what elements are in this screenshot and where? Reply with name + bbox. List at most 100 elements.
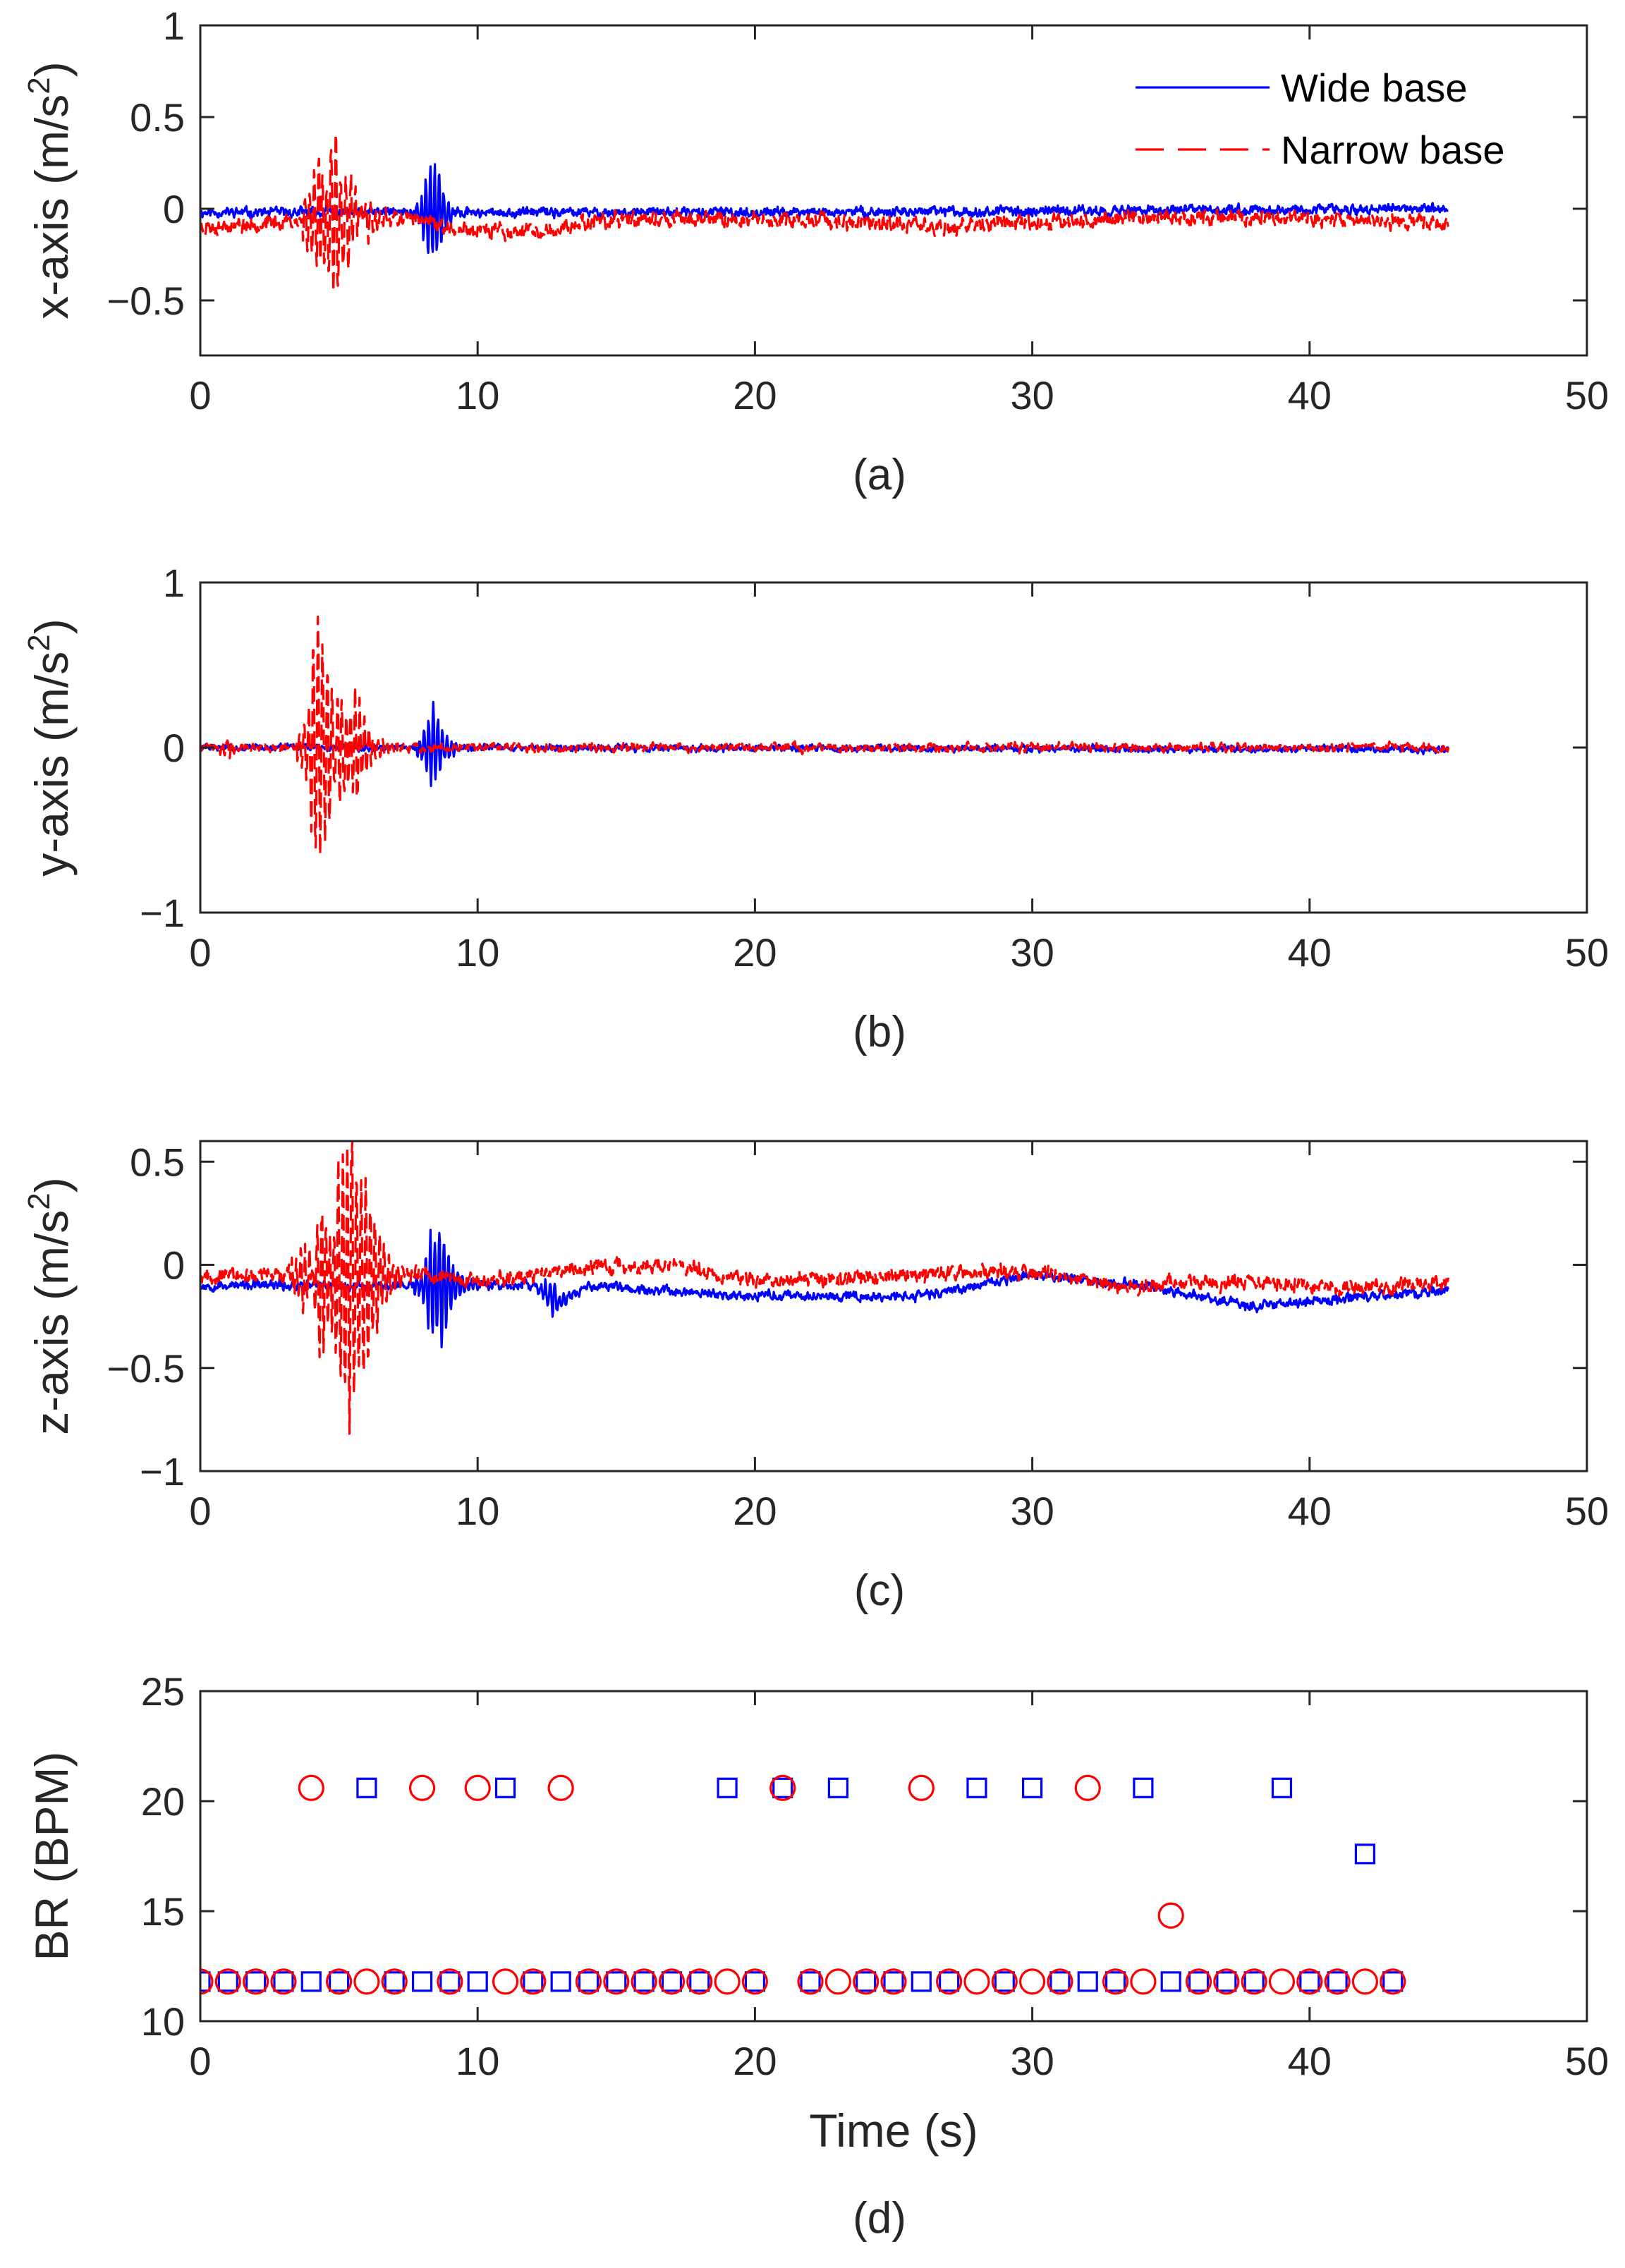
marker-narrow-base	[1047, 1968, 1073, 1995]
marker-wide-base	[689, 1971, 710, 1992]
y-tick-label: 1	[163, 4, 185, 48]
marker-wide-base	[717, 1777, 738, 1798]
marker-wide-base	[883, 1971, 904, 1992]
series-line-wide-base	[200, 1228, 1449, 1349]
marker-wide-base	[1104, 1971, 1126, 1992]
y-axis-label-text: z-axis (m/s	[25, 1210, 78, 1435]
y-tick-label: 1	[163, 561, 185, 605]
x-tick-label: 0	[189, 930, 211, 975]
series-line-narrow-base	[200, 132, 1449, 293]
x-tick-label: 30	[1010, 2039, 1054, 2083]
panel-label: (a)	[853, 451, 906, 499]
marker-wide-base	[1021, 1777, 1043, 1798]
marker-wide-base	[1382, 1971, 1404, 1992]
series-line-narrow-base	[200, 615, 1449, 856]
y-axis-label: BR (BPM)	[25, 1752, 78, 1961]
marker-narrow-base	[1018, 1968, 1046, 1995]
marker-narrow-base	[908, 1774, 935, 1801]
marker-wide-base	[411, 1971, 433, 1992]
marker-wide-base	[966, 1777, 987, 1798]
marker-narrow-base	[1324, 1968, 1351, 1995]
marker-narrow-base	[991, 1968, 1018, 1995]
x-tick-label: 20	[733, 1489, 777, 1533]
axes-box	[199, 1140, 1588, 1473]
y-axis-label-suffix: )	[25, 1177, 78, 1193]
y-tick-label: 25	[141, 1669, 185, 1714]
x-tick-label: 0	[189, 2039, 211, 2083]
marker-wide-base	[800, 1971, 821, 1992]
marker-narrow-base	[1213, 1968, 1240, 1995]
x-tick-label: 40	[1288, 373, 1332, 417]
x-tick-label: 40	[1288, 1489, 1332, 1533]
marker-narrow-base	[714, 1968, 741, 1995]
y-tick-label: −1	[140, 1449, 185, 1494]
marker-narrow-base	[1102, 1968, 1129, 1995]
marker-narrow-base	[1268, 1968, 1296, 1995]
y-tick-label: −1	[140, 891, 185, 935]
marker-narrow-base	[1351, 1968, 1379, 1995]
marker-narrow-base	[603, 1968, 630, 1995]
y-axis-label-text: x-axis (m/s	[25, 94, 78, 319]
x-tick-label: 20	[733, 373, 777, 417]
marker-wide-base	[439, 1971, 461, 1992]
x-tick-label: 50	[1565, 373, 1609, 417]
marker-wide-base	[300, 1971, 322, 1992]
marker-wide-base	[1216, 1971, 1237, 1992]
legend-label-narrow-base: Narrow base	[1281, 128, 1504, 172]
marker-narrow-base	[1130, 1968, 1157, 1995]
axes-box	[199, 1690, 1588, 2023]
panel-label: (d)	[853, 2194, 906, 2243]
marker-narrow-base	[381, 1968, 408, 1995]
y-tick-label: −0.5	[106, 1346, 185, 1391]
x-tick-label: 10	[456, 373, 499, 417]
marker-wide-base	[1354, 1843, 1376, 1865]
marker-wide-base	[1049, 1971, 1071, 1992]
plot-area	[200, 1141, 1587, 1471]
y-axis-label-suffix: )	[25, 618, 78, 634]
x-tick-label: 20	[733, 2039, 777, 2083]
marker-narrow-base	[1157, 1902, 1184, 1929]
x-tick-label: 40	[1288, 2039, 1332, 2083]
legend: Wide base Narrow base	[1136, 66, 1504, 172]
marker-narrow-base	[1185, 1968, 1212, 1995]
marker-narrow-base	[214, 1968, 241, 1995]
marker-narrow-base	[326, 1968, 353, 1995]
marker-wide-base	[1271, 1777, 1293, 1798]
marker-wide-base	[494, 1777, 516, 1798]
marker-narrow-base	[243, 1968, 269, 1995]
x-tick-label: 50	[1565, 2039, 1609, 2083]
marker-wide-base	[606, 1971, 627, 1992]
marker-wide-base	[1327, 1971, 1348, 1992]
x-tick-label: 30	[1010, 373, 1054, 417]
marker-narrow-base	[408, 1774, 436, 1801]
marker-wide-base	[856, 1971, 877, 1992]
marker-narrow-base	[200, 1968, 214, 1995]
marker-narrow-base	[1241, 1968, 1267, 1995]
marker-narrow-base	[658, 1968, 686, 1995]
marker-narrow-base	[464, 1774, 491, 1801]
marker-wide-base	[1243, 1971, 1265, 1992]
x-tick-label: 10	[456, 930, 499, 975]
marker-narrow-base	[492, 1968, 519, 1995]
marker-wide-base	[245, 1971, 267, 1992]
marker-narrow-base	[853, 1968, 880, 1995]
marker-wide-base	[200, 1971, 211, 1992]
data-layer	[200, 132, 1449, 293]
marker-narrow-base	[1296, 1968, 1323, 1995]
marker-narrow-base	[1074, 1774, 1101, 1801]
marker-narrow-base	[797, 1968, 824, 1995]
y-tick-label: 0	[163, 187, 185, 231]
marker-wide-base	[1299, 1971, 1320, 1992]
x-axis-label: Time (s)	[809, 2104, 978, 2157]
legend-label-wide-base: Wide base	[1281, 66, 1468, 110]
y-tick-label: 0.5	[130, 1140, 185, 1184]
marker-wide-base	[939, 1971, 960, 1992]
data-layer	[200, 615, 1449, 856]
marker-wide-base	[1077, 1971, 1098, 1992]
marker-wide-base	[550, 1971, 571, 1992]
marker-wide-base	[273, 1971, 294, 1992]
panel-label: (c)	[854, 1566, 905, 1615]
y-tick-label: 10	[141, 1999, 185, 2044]
